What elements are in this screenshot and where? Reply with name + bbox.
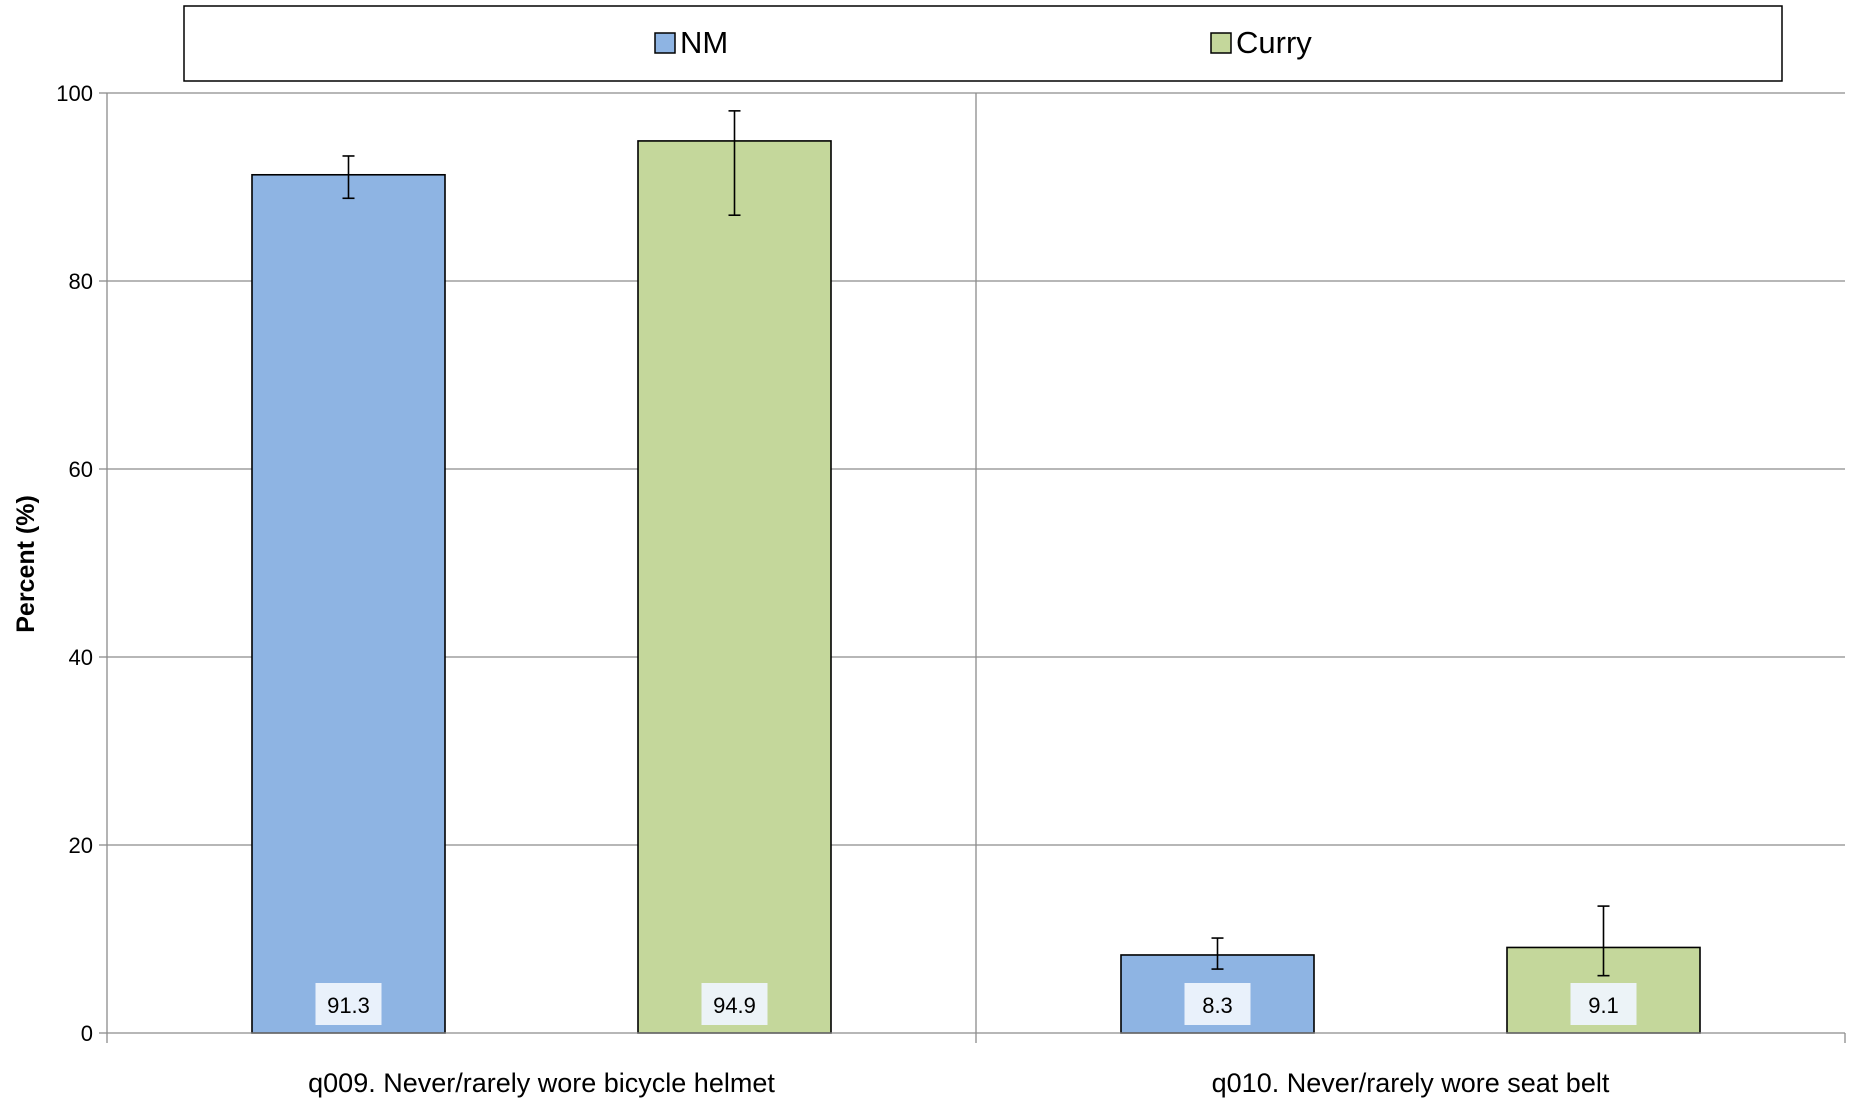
y-tick-label: 0 <box>81 1021 93 1046</box>
bars: 91.3 94.9 8.3 9.1 <box>251 110 1701 1034</box>
data-label-bg <box>1184 983 1251 1025</box>
legend-label-nm: NM <box>680 25 728 60</box>
y-tick-label: 40 <box>69 645 93 670</box>
data-label: 91.3 <box>327 993 370 1018</box>
x-category-label: q010. Never/rarely wore seat belt <box>1212 1068 1610 1098</box>
y-tick-label: 80 <box>69 269 93 294</box>
legend-swatch-nm <box>654 32 676 54</box>
axes: 0 20 40 60 80 100 q009. Never/rarely wore bicy… <box>56 81 1846 1098</box>
y-tick-label: 100 <box>56 81 93 106</box>
data-label-bg <box>1570 983 1637 1025</box>
data-label: 9.1 <box>1588 993 1619 1018</box>
legend-box <box>183 5 1783 82</box>
legend-label-curry: Curry <box>1236 25 1312 60</box>
legend: NM Curry <box>183 5 1783 82</box>
data-label: 8.3 <box>1202 993 1233 1018</box>
data-label-bg <box>701 983 768 1025</box>
bar-nm-1 <box>251 173 446 1034</box>
legend-swatch-curry <box>1210 32 1232 54</box>
bar-curry-1 <box>637 140 832 1034</box>
data-label-bg <box>315 983 382 1025</box>
y-tick-label: 20 <box>69 833 93 858</box>
data-label: 94.9 <box>713 993 756 1018</box>
y-tick-label: 60 <box>69 457 93 482</box>
x-category-label: q009. Never/rarely wore bicycle helmet <box>308 1068 775 1098</box>
y-axis-title: Percent (%) <box>12 495 40 633</box>
